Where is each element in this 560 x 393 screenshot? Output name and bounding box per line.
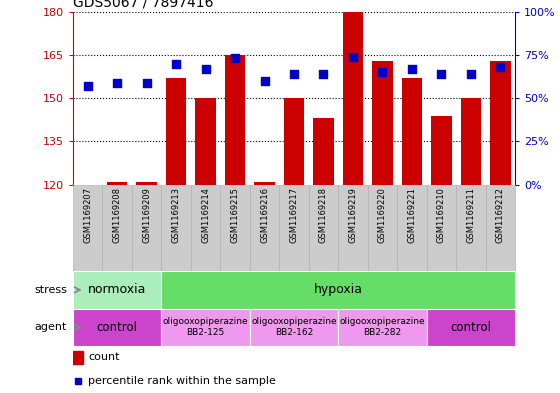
Text: control: control	[96, 321, 138, 334]
Text: agent: agent	[35, 322, 67, 332]
Bar	[372, 61, 393, 185]
Bar	[136, 182, 157, 185]
Point	[171, 61, 180, 67]
Bar	[397, 185, 427, 271]
Text: oligooxopiperazine
BB2-162: oligooxopiperazine BB2-162	[251, 317, 337, 337]
Text: GSM1169214: GSM1169214	[201, 187, 210, 243]
Bar	[161, 309, 250, 346]
Bar	[427, 185, 456, 271]
Bar	[284, 98, 304, 185]
Text: hypoxia: hypoxia	[314, 283, 363, 296]
Text: GSM1169213: GSM1169213	[171, 187, 180, 243]
Text: count: count	[88, 352, 120, 362]
Bar	[309, 185, 338, 271]
Text: GSM1169220: GSM1169220	[378, 187, 387, 243]
Text: percentile rank within the sample: percentile rank within the sample	[88, 376, 276, 386]
Text: GSM1169217: GSM1169217	[290, 187, 298, 243]
Bar	[338, 309, 427, 346]
Bar	[343, 12, 363, 185]
Text: GSM1169210: GSM1169210	[437, 187, 446, 243]
Text: GSM1169208: GSM1169208	[113, 187, 122, 243]
Text: GSM1169207: GSM1169207	[83, 187, 92, 243]
Bar	[225, 55, 245, 185]
Bar	[456, 185, 486, 271]
Bar	[166, 78, 186, 185]
Bar	[368, 185, 397, 271]
Bar	[313, 118, 334, 185]
Bar	[220, 185, 250, 271]
Text: GSM1169215: GSM1169215	[231, 187, 240, 243]
Bar	[254, 182, 275, 185]
Text: GSM1169218: GSM1169218	[319, 187, 328, 243]
Text: GSM1169212: GSM1169212	[496, 187, 505, 243]
Bar	[486, 185, 515, 271]
Text: oligooxopiperazine
BB2-282: oligooxopiperazine BB2-282	[340, 317, 425, 337]
Bar	[431, 116, 452, 185]
Point	[290, 71, 298, 77]
Bar	[132, 185, 161, 271]
Bar	[102, 185, 132, 271]
Bar	[73, 271, 161, 309]
Bar	[402, 78, 422, 185]
Text: stress: stress	[34, 285, 67, 295]
Text: oligooxopiperazine
BB2-125: oligooxopiperazine BB2-125	[163, 317, 248, 337]
Text: GSM1169221: GSM1169221	[408, 187, 417, 243]
Bar	[250, 309, 338, 346]
Point	[142, 79, 151, 86]
Bar	[161, 185, 191, 271]
Text: GDS5067 / 7897416: GDS5067 / 7897416	[73, 0, 213, 9]
Point	[201, 66, 210, 72]
Bar	[461, 98, 481, 185]
Point	[231, 55, 240, 62]
Point	[348, 53, 357, 60]
Bar	[73, 185, 102, 271]
Bar	[107, 182, 127, 185]
Point	[408, 66, 417, 72]
Point	[466, 71, 475, 77]
Bar	[191, 185, 220, 271]
Point	[437, 71, 446, 77]
Bar	[195, 98, 216, 185]
Bar	[338, 185, 368, 271]
Point	[260, 78, 269, 84]
Text: GSM1169211: GSM1169211	[466, 187, 475, 243]
Point	[113, 79, 122, 86]
Point	[83, 83, 92, 89]
Bar	[73, 351, 82, 364]
Bar	[427, 309, 515, 346]
Bar	[490, 61, 511, 185]
Point	[496, 64, 505, 70]
Point	[319, 71, 328, 77]
Bar	[73, 309, 161, 346]
Text: normoxia: normoxia	[88, 283, 146, 296]
Text: GSM1169209: GSM1169209	[142, 187, 151, 243]
Text: control: control	[450, 321, 492, 334]
Text: GSM1169216: GSM1169216	[260, 187, 269, 243]
Text: GSM1169219: GSM1169219	[348, 187, 357, 243]
Point	[378, 69, 387, 75]
Bar	[279, 185, 309, 271]
Bar	[250, 185, 279, 271]
Bar	[161, 271, 515, 309]
